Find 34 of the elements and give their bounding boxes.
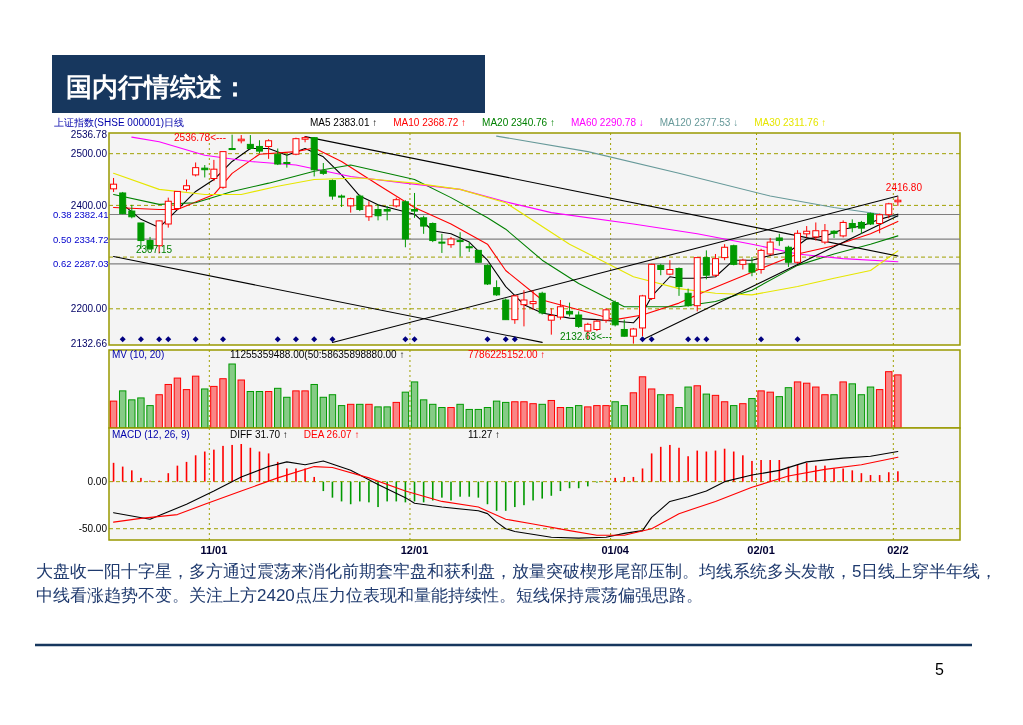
y-tick-label: 2500.00 [70, 148, 108, 160]
text: 大盘收一阳十字星，多方通过震荡来消化前期套牢盘和获利盘，放量突破楔形尾部压制。均线系统多头发散，5日线上穿半年线，中线看涨趋势不变。关注上方2420点压力位表现和量能持续性。短线保持震荡偏强思路。 [36, 561, 999, 607]
x-tick-label: 12/01 [400, 544, 429, 556]
annotation: 2416.80 [885, 182, 923, 193]
text: MA120 2377.53 ↓ [659, 117, 739, 128]
annotation: 11.27 ↑ [468, 429, 501, 440]
y-tick-label: 0.00 [87, 476, 108, 488]
y-tick-label: 2536.78 [70, 129, 108, 141]
text: MA60 2290.78 ↓ [570, 117, 644, 128]
text: DEA 26.07 ↑ [303, 429, 360, 440]
y-tick-label: -50.00 [78, 523, 108, 535]
text: MA20 2340.76 ↑ [482, 117, 555, 128]
chart-subtitle: 上证指数(SHSE 000001)日线 [54, 117, 185, 128]
y-tick-label: 2132.66 [70, 338, 108, 350]
text: MA5 2383.01 ↑ [310, 117, 378, 128]
text: 11255359488.00(50:58635898880.00 ↑ [230, 349, 405, 360]
x-tick-label: 02/2 [887, 544, 909, 556]
text: 7786225152.00 ↑ [468, 349, 546, 360]
text: MV (10, 20) [112, 349, 165, 360]
text: 5 [935, 661, 945, 678]
y-tick-label: 2200.00 [70, 303, 108, 315]
annotation: MACD (12, 26, 9) [112, 429, 190, 440]
ref-line-label: 0.62 2287.03 [53, 258, 109, 270]
x-tick-label: 11/01 [200, 544, 228, 556]
x-tick-label: 01/04 [601, 544, 630, 556]
annotation: 2536.78<--- [174, 132, 226, 143]
y-tick-label: 2400.00 [70, 199, 108, 211]
ref-line-label: 0.50 2334.72 [53, 233, 109, 245]
ref-line-label: 0.38 2382.41 [53, 208, 109, 220]
chart-title: 国内行情综述： [66, 72, 248, 102]
text: MA30 2311.76 ↑ [754, 117, 827, 128]
text: MA10 2368.72 ↑ [393, 117, 467, 128]
text: DIFF 31.70 ↑ [230, 429, 288, 440]
x-tick-label: 02/01 [747, 544, 775, 556]
